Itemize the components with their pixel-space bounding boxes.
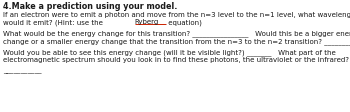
Text: ___________: ___________ xyxy=(3,68,42,74)
Text: If an electron were to emit a photon and move from the n=3 level to the n=1 leve: If an electron were to emit a photon and… xyxy=(3,11,350,17)
Text: What would be the energy change for this transition? ________________   Would th: What would be the energy change for this… xyxy=(3,30,350,37)
Text: Ryberg: Ryberg xyxy=(135,19,159,25)
Text: Would you be able to see this energy change (will it be visible light?) _______ : Would you be able to see this energy cha… xyxy=(3,49,336,56)
Text: 4.Make a prediction using your model.: 4.Make a prediction using your model. xyxy=(3,2,177,11)
Text: electromagnetic spectrum should you look in to find these photons, the ultraviol: electromagnetic spectrum should you look… xyxy=(3,56,349,62)
Text: would it emit? (Hint: use the: would it emit? (Hint: use the xyxy=(3,19,105,25)
Text: equation): equation) xyxy=(166,19,202,25)
Text: change or a smaller energy change that the transition from the n=3 to the n=2 tr: change or a smaller energy change that t… xyxy=(3,38,350,44)
